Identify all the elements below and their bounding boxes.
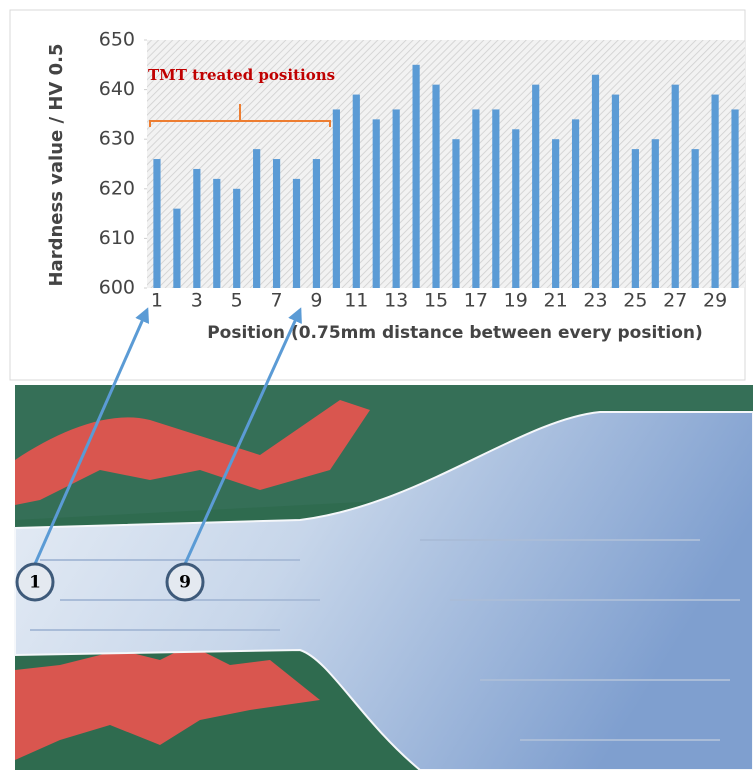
y-tick-label: 600 — [99, 277, 135, 299]
x-tick-label: 19 — [504, 290, 528, 312]
bar — [472, 109, 479, 288]
annotation: TMT treated positions — [148, 66, 335, 84]
x-tick-label: 3 — [191, 290, 203, 312]
x-tick-label: 25 — [623, 290, 647, 312]
x-axis-label: Position (0.75mm distance between every … — [207, 323, 703, 343]
bar — [153, 159, 160, 288]
bar — [293, 179, 300, 288]
y-tick-label: 640 — [99, 78, 135, 100]
callout-label: 9 — [179, 573, 191, 593]
x-tick-label: 11 — [344, 290, 368, 312]
bar — [712, 95, 719, 288]
y-axis-label: Hardness value / HV 0.5 — [46, 43, 67, 286]
x-tick-label: 21 — [544, 290, 568, 312]
bar — [592, 75, 599, 288]
x-tick-label: 13 — [384, 290, 408, 312]
bar — [692, 149, 699, 288]
x-tick-label: 5 — [231, 290, 243, 312]
bar — [492, 109, 499, 288]
bar — [333, 109, 340, 288]
figure: 6006106206306406501357911131517192123252… — [0, 0, 753, 770]
photo — [15, 385, 753, 770]
page: 6006106206306406501357911131517192123252… — [0, 0, 753, 770]
bar — [452, 139, 459, 288]
bar — [253, 149, 260, 288]
y-tick-label: 650 — [99, 29, 135, 51]
x-tick-label: 29 — [703, 290, 727, 312]
callout-label: 1 — [29, 573, 41, 593]
bar — [193, 169, 200, 288]
bar — [572, 119, 579, 288]
y-tick-label: 630 — [99, 128, 135, 150]
x-tick-label: 15 — [424, 290, 448, 312]
x-tick-label: 27 — [663, 290, 687, 312]
x-tick-label: 1 — [151, 290, 163, 312]
bar — [233, 189, 240, 288]
y-tick-label: 610 — [99, 227, 135, 249]
x-tick-label: 23 — [583, 290, 607, 312]
x-tick-label: 9 — [310, 290, 322, 312]
bar — [672, 85, 679, 288]
bar — [652, 139, 659, 288]
bar — [413, 65, 420, 288]
bar — [273, 159, 280, 288]
x-tick-label: 7 — [271, 290, 283, 312]
bar — [552, 139, 559, 288]
bar — [731, 109, 738, 288]
bar — [632, 149, 639, 288]
x-tick-label: 17 — [464, 290, 488, 312]
bar — [612, 95, 619, 288]
bar — [353, 95, 360, 288]
bar — [393, 109, 400, 288]
bar — [373, 119, 380, 288]
bar — [512, 129, 519, 288]
bar — [432, 85, 439, 288]
bar — [532, 85, 539, 288]
bar — [313, 159, 320, 288]
bar — [173, 209, 180, 288]
bar — [213, 179, 220, 288]
y-tick-label: 620 — [99, 177, 135, 199]
